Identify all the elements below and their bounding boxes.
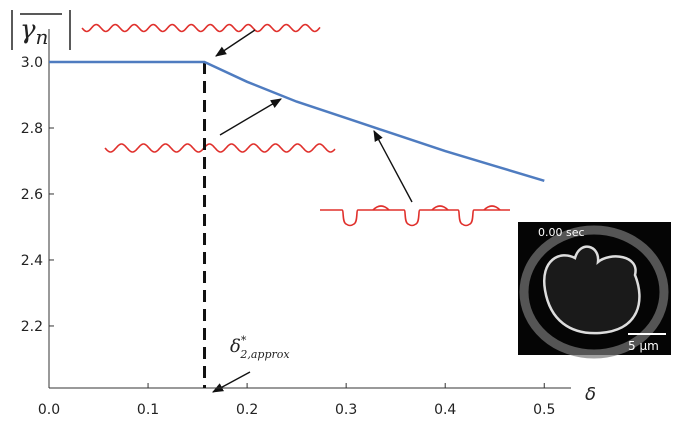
wave-sketches [81, 23, 510, 227]
threshold-subscript: 2,approx [239, 348, 290, 361]
wave [320, 209, 510, 227]
inset-scale: 5 μm [628, 339, 659, 353]
y-label-symbol: γ [20, 15, 36, 45]
svg-text:δ*2,approx: δ* 2,approx [230, 334, 290, 361]
y-tick-label: 2.8 [21, 121, 43, 137]
x-tick-label: 0.2 [236, 402, 258, 418]
arrow [215, 29, 256, 57]
y-tick-label: 3.0 [21, 55, 43, 71]
x-axis-title: δ [585, 384, 596, 405]
inset-time: 0.00 sec [538, 226, 585, 239]
x-tick-label: 0.0 [38, 402, 60, 418]
x-tick-label: 0.4 [434, 402, 456, 418]
y-tick-label: 2.4 [21, 253, 43, 269]
y-tick-label: 2.2 [21, 319, 43, 335]
wave [372, 205, 390, 211]
data-line [49, 60, 545, 182]
inset-image: 0.00 sec 5 μm [518, 222, 671, 359]
y-axis-title: γn [11, 10, 71, 50]
threshold-superscript: * [241, 334, 247, 347]
wave [81, 23, 321, 33]
svg-text:γn: γn [20, 15, 48, 49]
x-tick-label: 0.5 [533, 402, 555, 418]
y-tick-label: 2.6 [21, 187, 43, 203]
x-tick-label: 0.3 [335, 402, 357, 418]
wave [431, 205, 449, 211]
threshold-symbol: δ [230, 336, 241, 357]
y-label-subscript: n [36, 25, 49, 49]
wave [483, 205, 501, 211]
x-tick-label: 0.1 [137, 402, 159, 418]
arrow [212, 371, 251, 393]
arrow [219, 98, 282, 136]
wave [104, 143, 336, 153]
arrow [373, 130, 413, 203]
